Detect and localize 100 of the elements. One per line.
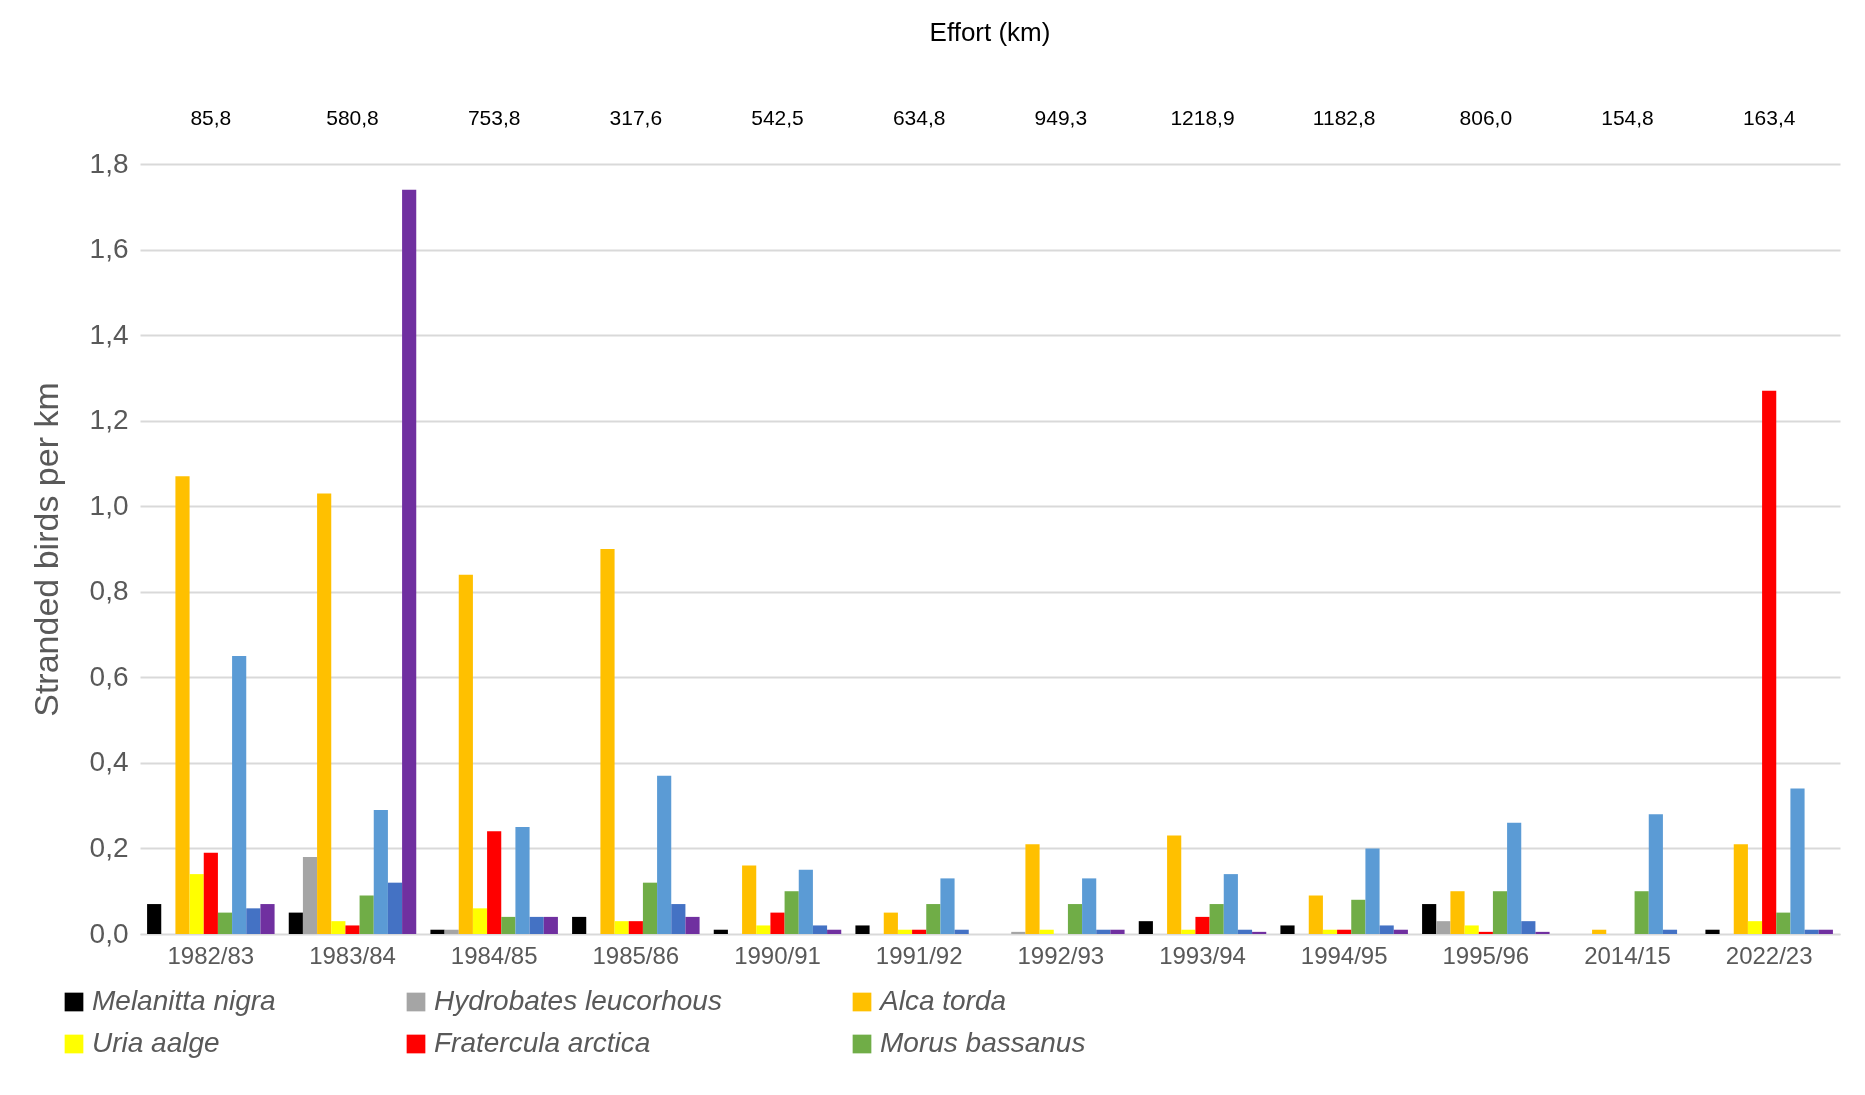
legend-label: Morus bassanus [880,1027,1086,1058]
bar [1634,891,1649,934]
bar [203,852,218,934]
bar [1450,891,1465,934]
y-tick-label: 1,4 [89,318,129,350]
legend-label: Alca torda [878,985,1007,1016]
bar [1790,788,1805,934]
bar [685,916,700,934]
text: 580,8 [326,106,379,129]
text: 542,5 [751,106,804,129]
y-axis-title: Stranded birds per km [26,382,65,717]
text: 634,8 [892,106,946,129]
bar [1025,844,1040,934]
bar [175,476,190,934]
text: 154,8 [1601,106,1654,129]
bar [1776,912,1791,934]
bar [1804,929,1819,934]
bar [529,916,544,934]
bar [1492,891,1508,934]
y-tick-label: 0,4 [89,746,129,778]
legend-label: Uria aalge [92,1027,220,1058]
bar [1592,929,1607,934]
bar [515,827,530,934]
legend-label: Hydrobates leucorhous [434,985,722,1016]
bar [260,904,275,934]
bar [798,869,813,934]
text: 163,4 [1742,106,1796,129]
bar [940,878,955,934]
bar [1252,931,1267,934]
bar [1648,814,1663,934]
bar [543,916,558,934]
bar [1280,925,1295,934]
bar [912,929,927,934]
x-tick-label: 1983/84 [309,941,396,969]
bar [1337,929,1352,934]
bar [189,874,204,934]
y-tick-label: 0,2 [89,831,129,863]
bar [1436,921,1451,934]
text: 317,6 [609,106,663,129]
bar [642,882,658,934]
legend-label: Fratercula arctica [434,1027,651,1058]
bar [1237,929,1253,934]
bar [1082,878,1097,934]
bar [572,916,587,934]
bar [812,925,828,934]
bar [1733,844,1748,934]
text: 1218,9 [1170,106,1235,129]
bar [1223,874,1238,934]
y-tick-label: 0,8 [89,575,129,607]
bar [302,857,318,934]
bar [345,925,360,934]
bar [1507,822,1522,934]
bar [784,891,799,934]
bar [232,655,247,934]
bar [487,831,502,934]
bar [359,895,374,934]
y-tick-label: 0,6 [89,660,129,692]
y-tick-label: 1,6 [89,233,129,265]
bar [1322,929,1338,934]
bar [1762,390,1777,934]
bar [827,929,842,934]
x-tick-label: 2022/23 [1725,941,1813,969]
bar [1110,929,1125,934]
x-tick-label: 1990/91 [734,941,821,969]
bar [1478,931,1493,934]
bar [855,925,870,934]
text: 753,8 [467,106,521,129]
text: 85,8 [190,106,232,129]
bar [331,921,346,934]
bar [373,809,388,934]
bar [1705,929,1720,934]
bar [657,775,672,934]
x-tick-label: 1995/96 [1442,941,1530,969]
x-tick-label: 1984/85 [450,941,538,969]
bar [1039,929,1054,934]
bar [317,493,332,934]
bar [1351,899,1366,934]
bar [1365,848,1380,934]
legend-label: Melanitta nigra [92,985,276,1016]
bar [430,929,445,934]
bar [501,916,516,934]
text: 806,0 [1459,106,1513,129]
bar [1181,929,1196,934]
bar [1011,931,1026,934]
bar [1464,925,1479,934]
bar [1195,916,1210,934]
bar [1422,904,1437,934]
bar [402,189,417,934]
bar [288,912,303,934]
bar [1818,929,1833,934]
text: 949,3 [1034,106,1088,129]
x-tick-label: 1982/83 [167,941,255,969]
bar [1535,931,1550,934]
bar [387,882,403,934]
bar [671,904,686,934]
bar [713,929,728,934]
bar [1662,929,1678,934]
bar [614,921,629,934]
bar [147,904,162,934]
y-tick-label: 0,0 [89,917,129,949]
